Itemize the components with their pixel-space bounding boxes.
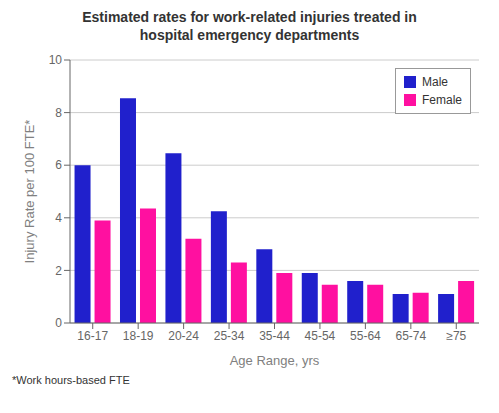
svg-text:35-44: 35-44	[259, 329, 290, 343]
svg-text:0: 0	[55, 316, 62, 330]
svg-text:4: 4	[55, 211, 62, 225]
svg-text:18-19: 18-19	[123, 329, 154, 343]
html-text:*Work hours-based FTE: *Work hours-based FTE	[12, 374, 130, 386]
svg-text:55-64: 55-64	[350, 329, 381, 343]
svg-text:20-24: 20-24	[168, 329, 199, 343]
html-text:Female: Female	[422, 93, 462, 107]
svg-text:65-74: 65-74	[395, 329, 426, 343]
svg-text:Age Range, yrs: Age Range, yrs	[230, 353, 320, 368]
svg-text:≥75: ≥75	[446, 329, 466, 343]
svg-text:45-54: 45-54	[305, 329, 336, 343]
svg-text:25-34: 25-34	[214, 329, 245, 343]
svg-text:2: 2	[55, 264, 62, 278]
svg-text:Injury Rate per 100 FTE*: Injury Rate per 100 FTE*	[22, 120, 37, 264]
html-text:Male: Male	[422, 75, 448, 89]
svg-text:10: 10	[49, 53, 63, 67]
html-text:Estimated rates for work-relat: Estimated rates for work-related injurie…	[82, 9, 417, 43]
svg-text:6: 6	[55, 158, 62, 172]
svg-text:8: 8	[55, 106, 62, 120]
svg-text:16-17: 16-17	[77, 329, 108, 343]
